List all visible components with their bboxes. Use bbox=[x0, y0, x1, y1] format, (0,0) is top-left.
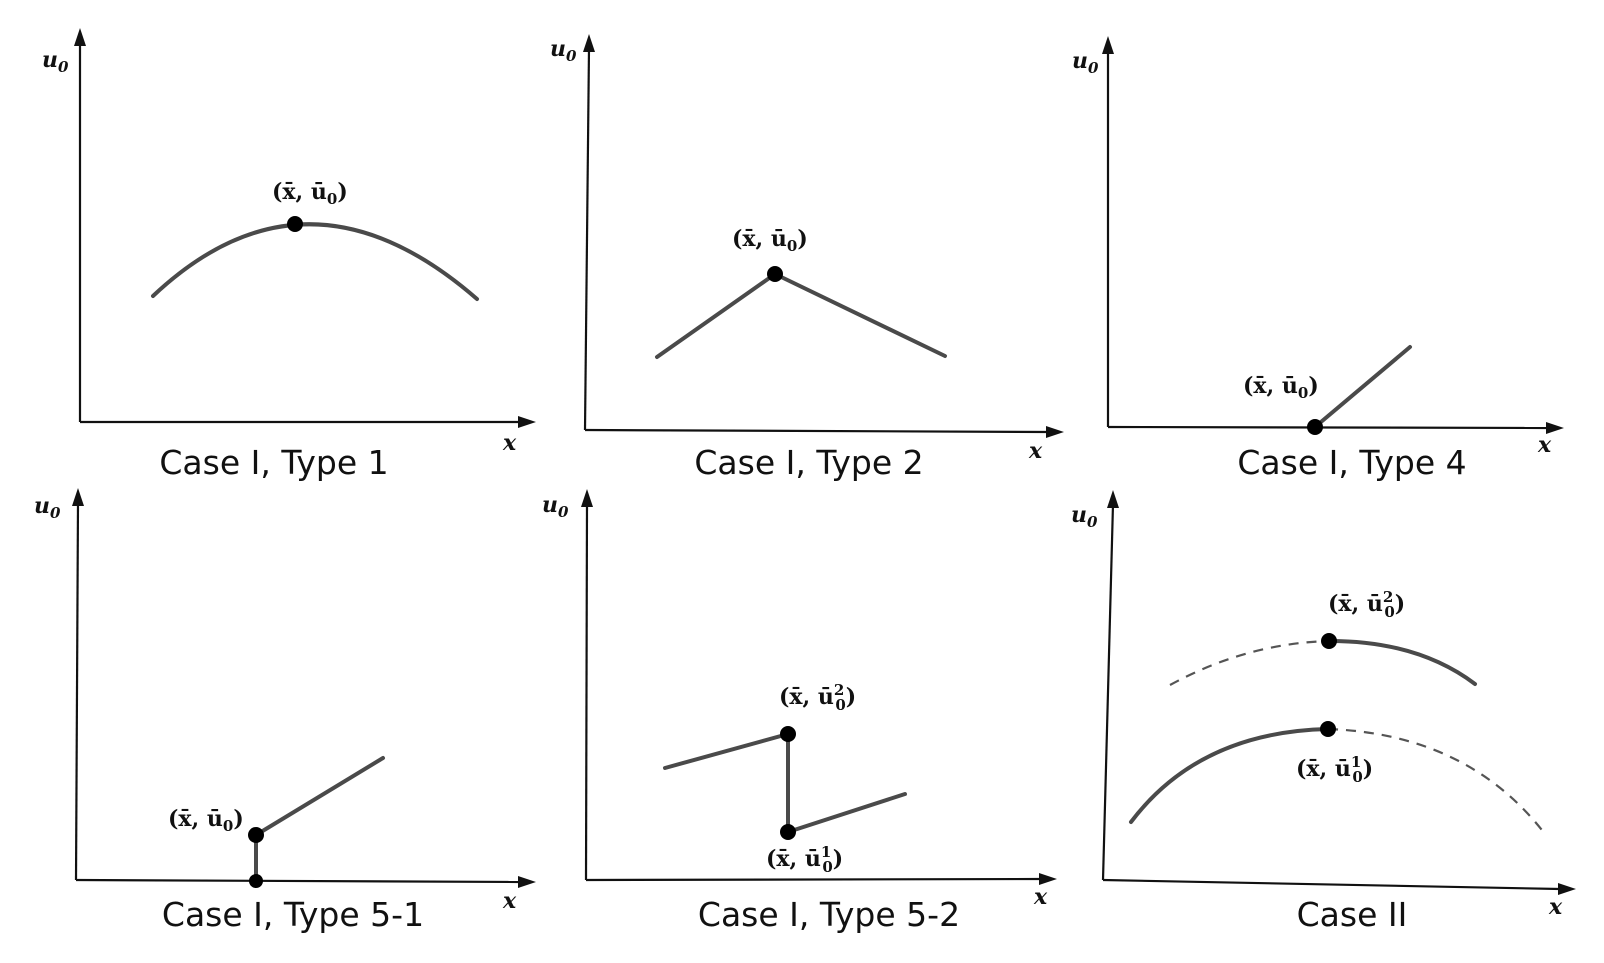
x-axis bbox=[585, 873, 1057, 885]
lower-dashed-extension bbox=[1327, 727, 1546, 835]
x-axis-label: x bbox=[1537, 432, 1552, 458]
panel-caption: Case I, Type 5-1 bbox=[162, 895, 424, 934]
y-axis-label: u0 bbox=[542, 492, 569, 521]
y-axis bbox=[74, 28, 86, 422]
lower-solid-branch bbox=[1129, 727, 1330, 824]
jump-top-point bbox=[248, 827, 264, 843]
lower-point-label: (x̄, ū1 0) bbox=[766, 843, 843, 876]
panel-caption: Case I, Type 4 bbox=[1237, 443, 1466, 482]
critical-point bbox=[287, 216, 303, 232]
x-axis-label: x bbox=[1028, 438, 1043, 464]
y-axis bbox=[72, 488, 84, 881]
concave-curve bbox=[151, 222, 479, 301]
panel-case1-type5-2: u0 x (x̄, ū2 0) (x̄, ū1 0) Case I, Type 5-… bbox=[542, 489, 1057, 934]
x-axis bbox=[1107, 422, 1564, 434]
upper-dashed-extension bbox=[1169, 639, 1331, 686]
panel-case1-type1: u0 x (x̄, ū0) Case I, Type 1 bbox=[42, 28, 536, 482]
y-axis-label: u0 bbox=[1072, 48, 1099, 77]
boundary-point bbox=[1307, 419, 1323, 435]
x-axis-label: x bbox=[502, 430, 517, 456]
point-label: (x̄, ū0) bbox=[732, 226, 808, 255]
linear-branch bbox=[1313, 345, 1412, 429]
x-axis bbox=[80, 416, 536, 428]
lower-point-label: (x̄, ū1 0) bbox=[1296, 753, 1373, 786]
x-axis-label: x bbox=[502, 888, 517, 914]
linear-branch bbox=[254, 756, 385, 837]
lower-point bbox=[780, 824, 796, 840]
x-axis bbox=[584, 426, 1064, 438]
point-label: (x̄, ū0) bbox=[168, 806, 244, 835]
y-axis bbox=[581, 489, 593, 881]
y-axis-label: u0 bbox=[42, 47, 69, 76]
point-label: (x̄, ū0) bbox=[1243, 373, 1319, 402]
panel-caption: Case II bbox=[1297, 895, 1408, 934]
panel-caption: Case I, Type 5-2 bbox=[698, 895, 960, 934]
x-axis-label: x bbox=[1033, 884, 1048, 910]
lower-point bbox=[1320, 721, 1336, 737]
x-axis bbox=[75, 876, 536, 888]
panel-case1-type2: u0 x (x̄, ū0) Case I, Type 2 bbox=[550, 34, 1064, 482]
y-axis-label: u0 bbox=[34, 493, 61, 522]
upper-point bbox=[1321, 633, 1337, 649]
panel-caption: Case I, Type 1 bbox=[159, 443, 388, 482]
point-label: (x̄, ū0) bbox=[272, 179, 348, 208]
piecewise-linear-curve bbox=[655, 272, 947, 359]
y-axis-label: u0 bbox=[550, 36, 577, 65]
upper-point bbox=[780, 726, 796, 742]
upper-point-label: (x̄, ū2 0) bbox=[779, 681, 856, 714]
y-axis bbox=[1102, 36, 1114, 427]
panel-case1-type5-1: u0 x (x̄, ū0) Case I, Type 5-1 bbox=[34, 488, 536, 934]
x-axis-label: x bbox=[1548, 894, 1563, 920]
kink-point bbox=[767, 266, 783, 282]
right-branch bbox=[786, 792, 907, 834]
upper-point-label: (x̄, ū2 0) bbox=[1328, 588, 1405, 621]
panel-case2: u0 x (x̄, ū2 0) (x̄, ū1 0) Case II bbox=[1071, 490, 1576, 934]
y-axis-label: u0 bbox=[1071, 502, 1098, 531]
y-axis bbox=[1101, 490, 1119, 881]
x-axis bbox=[1102, 878, 1576, 895]
left-branch bbox=[663, 732, 790, 770]
panel-caption: Case I, Type 2 bbox=[694, 443, 923, 482]
jump-base-point bbox=[249, 874, 263, 888]
panel-case1-type4: u0 x (x̄, ū0) Case I, Type 4 bbox=[1072, 36, 1564, 482]
upper-solid-branch bbox=[1328, 639, 1477, 686]
y-axis bbox=[583, 34, 595, 431]
